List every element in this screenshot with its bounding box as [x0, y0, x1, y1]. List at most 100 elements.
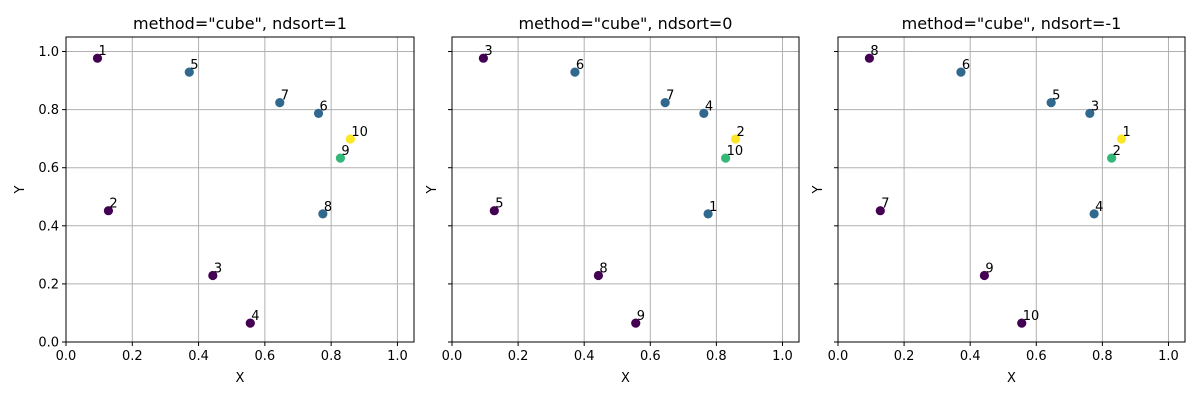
- plot-frame: [451, 36, 800, 343]
- point-label: 2: [737, 125, 745, 140]
- point-label: 1: [98, 44, 106, 59]
- x-tick-label: 0.4: [188, 349, 209, 364]
- scatter-point: [335, 153, 346, 163]
- point-label: 10: [351, 125, 368, 140]
- scatter-point: [1089, 209, 1099, 219]
- y-tick-label: 0.4: [38, 219, 59, 234]
- point-label: 7: [881, 197, 889, 212]
- scatter-point: [699, 108, 709, 118]
- chart-title: method="cube", ndsort=1: [133, 14, 347, 33]
- point-label: 7: [666, 89, 674, 104]
- point-label: 9: [341, 144, 349, 159]
- x-tick-label: 0.6: [640, 349, 661, 364]
- chart-title: method="cube", ndsort=0: [519, 14, 733, 33]
- scatter-point: [318, 209, 328, 219]
- scatter-point: [570, 67, 580, 77]
- x-axis-label: X: [621, 371, 630, 386]
- point-label: 2: [1113, 144, 1121, 159]
- scatter-point: [1085, 108, 1095, 118]
- point-label: 2: [109, 197, 117, 212]
- scatter-point: [631, 318, 641, 328]
- scatter-point: [103, 206, 114, 216]
- x-tick-label: 0.2: [508, 349, 529, 364]
- point-label: 3: [214, 261, 222, 276]
- y-tick-label: 0.0: [38, 336, 59, 351]
- x-axis-label: X: [236, 371, 245, 386]
- scatter-point: [660, 98, 670, 108]
- point-label: 1: [1123, 125, 1131, 140]
- scatter-point: [313, 108, 324, 118]
- scatter-point: [1017, 318, 1027, 328]
- scatter-panel: 0.0 0.2 0.4 0.6 0.8 1.0 0.0 0.2 0.4 0.6 0.8 1.0 meth…: [13, 14, 415, 386]
- x-tick-label: 0.8: [1092, 349, 1113, 364]
- x-tick-label: 0.6: [1026, 349, 1047, 364]
- grid: [451, 37, 799, 343]
- scatter-point: [703, 209, 713, 219]
- scatter-point: [730, 134, 741, 144]
- point-label: 3: [1091, 99, 1099, 114]
- x-tick-label: 0.4: [960, 349, 981, 364]
- point-label: 1: [709, 200, 717, 215]
- x-tick-label: 0.6: [255, 349, 276, 364]
- y-tick-label: 0.6: [38, 161, 59, 176]
- point-label: 4: [251, 309, 259, 324]
- point-label: 10: [1023, 309, 1040, 324]
- x-tick-label: 0.2: [894, 349, 915, 364]
- point-label: 5: [495, 197, 503, 212]
- point-label: 9: [637, 309, 645, 324]
- y-tick-label: 0.2: [38, 277, 59, 292]
- point-label: 6: [320, 99, 328, 114]
- grid: [837, 37, 1185, 343]
- grid: [65, 37, 414, 343]
- scatter-point: [721, 153, 731, 163]
- scatter-point: [489, 206, 499, 216]
- point-label: 4: [1095, 200, 1103, 215]
- scatter-point: [864, 53, 874, 63]
- y-axis-label: Y: [13, 185, 28, 194]
- x-tick-label: 0.8: [321, 349, 342, 364]
- point-label: 10: [727, 144, 744, 159]
- scatter-point: [593, 270, 604, 281]
- x-tick-label: 0.8: [706, 349, 727, 364]
- x-tick-label: 1.0: [387, 349, 408, 364]
- plot-frame: [65, 36, 415, 343]
- x-tick-label: 0.0: [442, 349, 463, 364]
- x-tick-label: 0.2: [122, 349, 143, 364]
- scatter-point: [1046, 98, 1056, 108]
- scatter-point: [184, 67, 194, 77]
- scatter-point: [275, 98, 285, 108]
- point-label: 4: [705, 99, 713, 114]
- point-label: 8: [599, 261, 607, 276]
- scatter-point: [1107, 153, 1117, 163]
- y-axis-label: Y: [425, 185, 440, 194]
- point-label: 6: [576, 58, 584, 73]
- point-label: 5: [1052, 89, 1060, 104]
- y-axis-label: Y: [811, 185, 826, 194]
- point-label: 6: [962, 58, 970, 73]
- x-tick-label: 0.0: [56, 349, 77, 364]
- point-label: 5: [190, 58, 198, 73]
- point-label: 8: [324, 200, 332, 215]
- point-label: 3: [484, 44, 492, 59]
- point-label: 7: [281, 89, 289, 104]
- scatter-point: [208, 270, 218, 281]
- scatter-point: [478, 53, 488, 63]
- point-label: 8: [870, 44, 878, 59]
- scatter-point: [875, 206, 885, 216]
- y-tick-label: 1.0: [38, 45, 59, 60]
- scatter-panel: 0.0 0.2 0.4 0.6 0.8 1.0 method="cube", ndsort=…: [811, 14, 1186, 386]
- x-tick-label: 1.0: [772, 349, 793, 364]
- scatter-point: [92, 53, 103, 63]
- scatter-point: [956, 67, 966, 77]
- scatter-panel: 0.0 0.2 0.4 0.6 0.8 1.0 method="cube", ndsort=…: [425, 14, 800, 386]
- x-tick-label: 0.0: [828, 349, 849, 364]
- scatter-point: [345, 134, 355, 144]
- x-tick-label: 1.0: [1158, 349, 1179, 364]
- x-axis-label: X: [1007, 371, 1016, 386]
- x-tick-label: 0.4: [574, 349, 595, 364]
- y-tick-label: 0.8: [38, 103, 59, 118]
- scatter-point: [1116, 134, 1127, 144]
- chart-title: method="cube", ndsort=-1: [902, 14, 1122, 33]
- point-label: 9: [985, 261, 993, 276]
